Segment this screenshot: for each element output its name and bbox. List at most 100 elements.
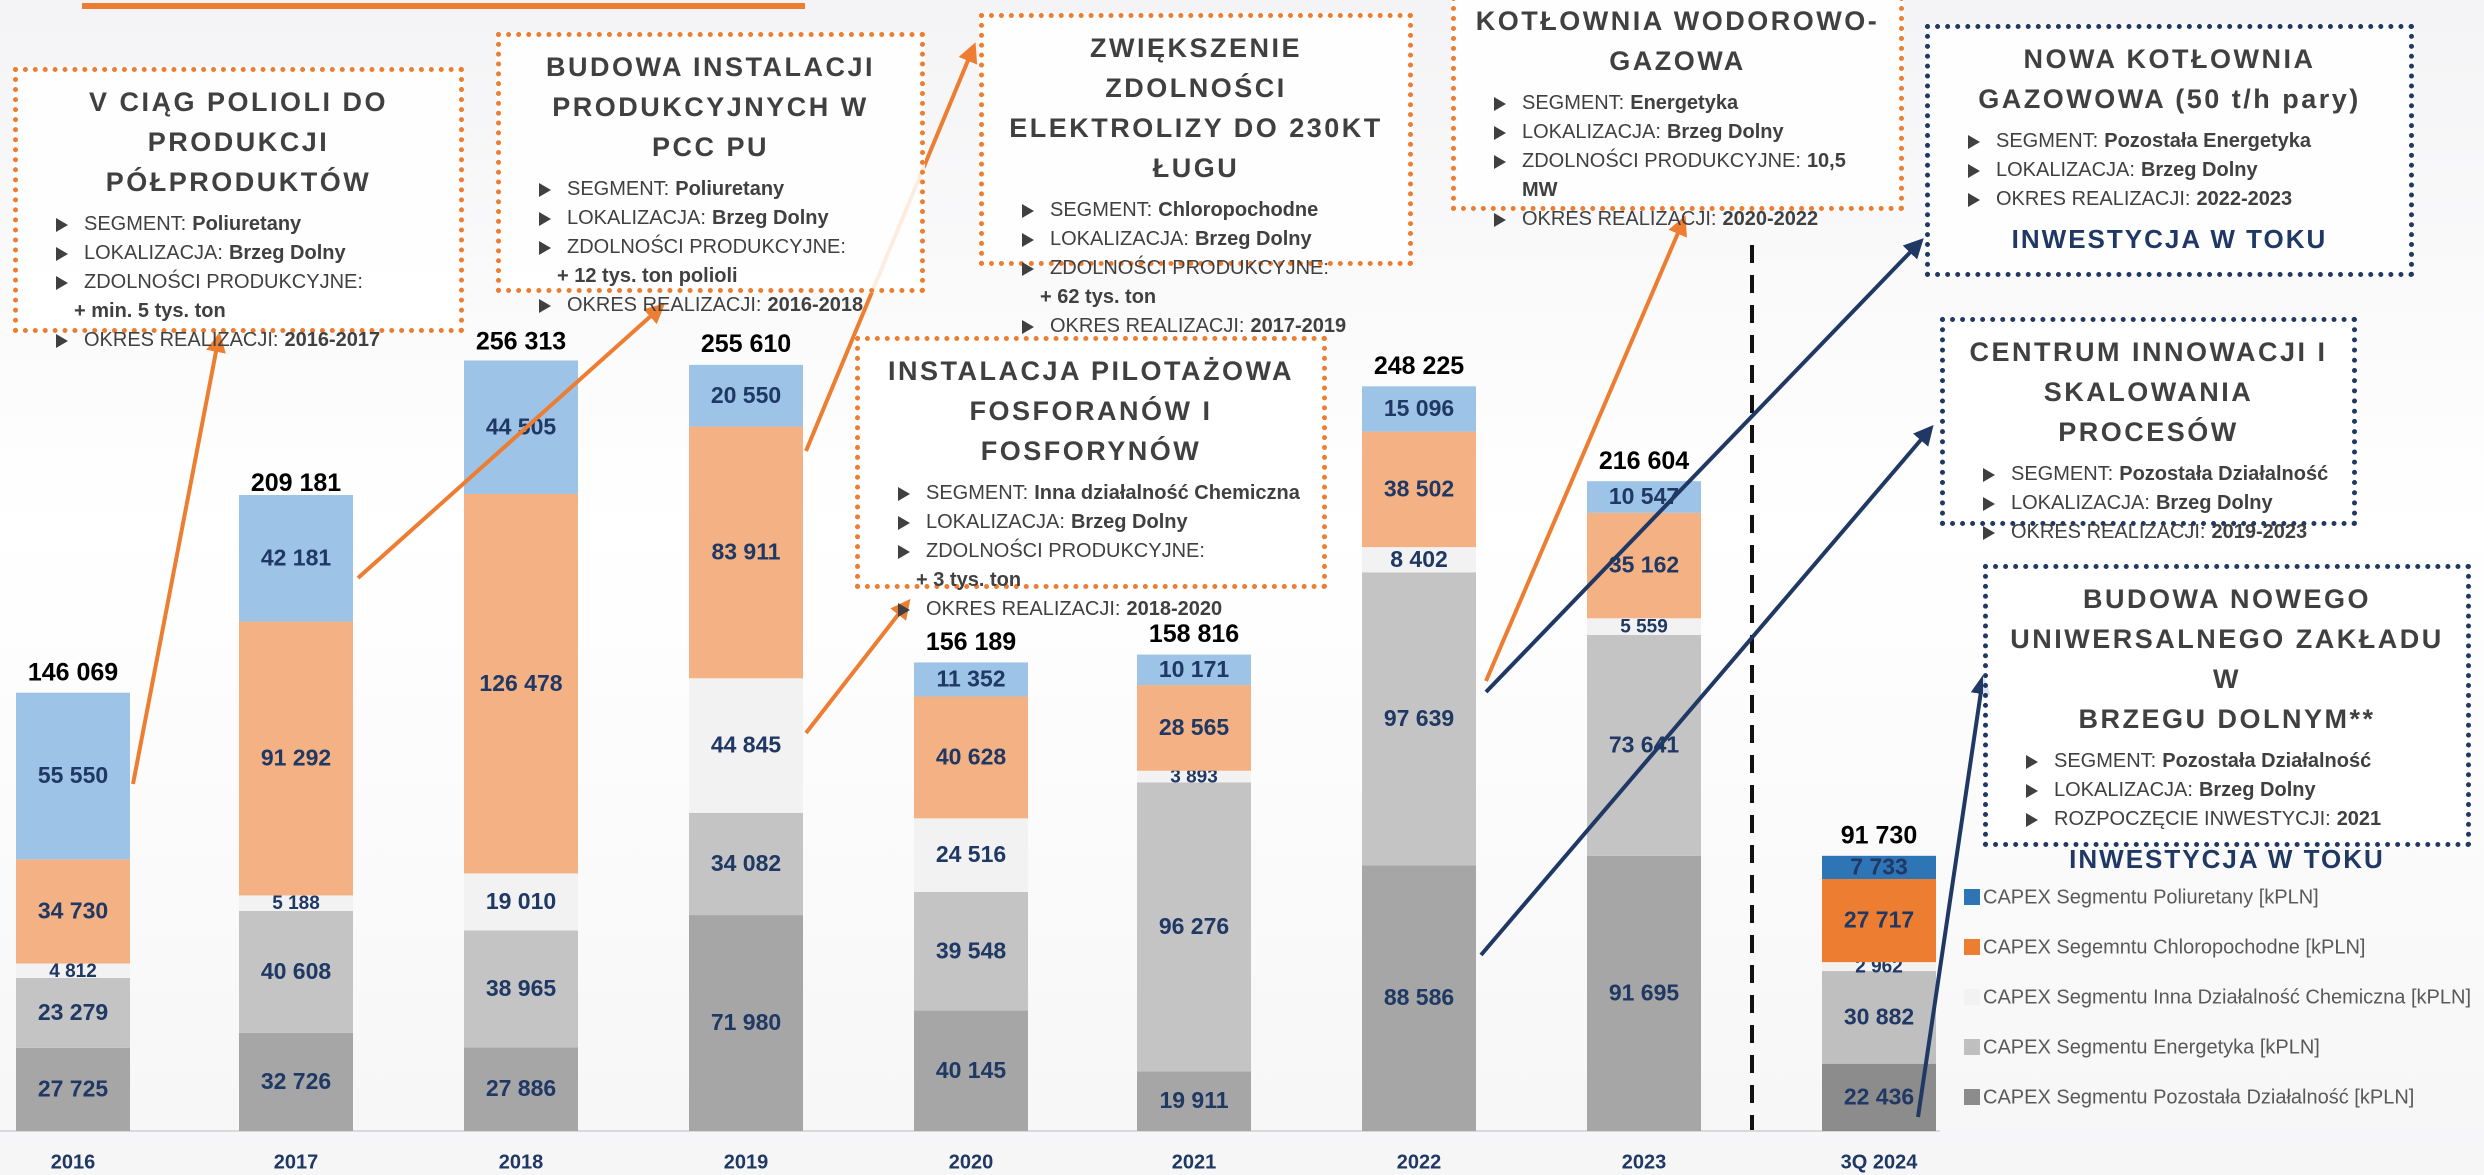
legend-label: CAPEX Segmentu Energetyka [kPLN] [1983,1036,2320,1058]
item-value: 2016-2018 [768,294,864,316]
total-label: 256 313 [476,328,566,356]
data-label: 126 478 [479,670,562,696]
item-value: 2019-2023 [2212,521,2308,543]
annotation-item: OKRES REALIZACJI:2016-2017 [48,326,443,355]
item-label: LOKALIZACJA: [1522,121,1661,143]
annotation-title: BUDOWA NOWEGO [2004,579,2450,619]
annotation-item: LOKALIZACJA:Brzeg Dolny [1975,489,2336,518]
item-value: Inna działalność Chemiczna [1034,482,1300,504]
annotation-item: LOKALIZACJA:Brzeg Dolny [890,508,1306,537]
item-label: LOKALIZACJA: [1050,228,1189,250]
annotation-item: ZDOLNOŚCI PRODUKCYJNE: [48,268,443,297]
annotation-box: BUDOWA NOWEGOUNIWERSALNEGO ZAKŁADU WBRZE… [1983,564,2471,847]
total-label: 255 610 [701,330,791,358]
item-label: SEGMENT: [1050,199,1152,221]
item-label: SEGMENT: [567,178,669,200]
data-label: 71 980 [711,1009,781,1035]
item-value: Chloropochodne [1158,199,1318,221]
item-label: LOKALIZACJA: [1996,159,2135,181]
item-label: OKRES REALIZACJI: [926,598,1121,620]
total-label: 156 189 [926,628,1016,656]
arrow [133,336,219,784]
annotation-status: INWESTYCJA W TOKU [1946,224,2393,255]
item-value: Brzeg Dolny [1667,121,1784,143]
arrow [1486,241,1921,692]
annotation-title: V CIĄG POLIOLI DO [34,82,443,122]
annotation-item: ROZPOCZĘCIE INWESTYCJI: 2021 [2018,805,2450,834]
page: 27 72523 2794 81234 73055 550146 0692016… [0,0,2484,1175]
annotation-item: OKRES REALIZACJI:2019-2023 [1975,518,2336,547]
item-value: Brzeg Dolny [229,242,346,264]
annotation-box: NOWA KOTŁOWNIAGAZOWOWA (50 t/h pary)SEGM… [1925,24,2414,277]
data-label: 27 725 [38,1075,109,1101]
annotation-title: CENTRUM INNOWACJI I [1961,332,2336,372]
data-label: 34 730 [38,898,108,924]
item-value: 2020-2022 [1723,208,1819,230]
item-label: SEGMENT: [2011,463,2113,485]
data-label: 40 608 [261,958,332,984]
annotation-title: INSTALACJA PILOTAŻOWA [876,351,1306,391]
data-label: 40 145 [936,1057,1007,1083]
annotation-title: GAZOWA [1472,41,1883,81]
x-tick-label: 2018 [499,1151,544,1173]
item-label: LOKALIZACJA: [2054,779,2193,801]
total-label: 209 181 [251,469,341,497]
annotation-item: OKRES REALIZACJI:2020-2022 [1486,205,1883,234]
item-value: Brzeg Dolny [712,207,829,229]
item-value: + 12 tys. ton polioli [557,265,738,287]
annotation-title: PRODUKCJI PÓŁPRODUKTÓW [34,122,443,202]
item-label: ZDOLNOŚCI PRODUKCYJNE: [926,540,1205,562]
data-label: 28 565 [1159,714,1230,740]
annotation-item: LOKALIZACJA: Brzeg Dolny [48,239,443,268]
item-label: SEGMENT: [1996,130,2098,152]
data-label: 27 886 [486,1075,556,1101]
legend-swatch [1964,1039,1980,1055]
item-value: Brzeg Dolny [2141,159,2258,181]
legend-label: CAPEX Segemntu Chloropochodne [kPLN] [1983,936,2365,958]
total-label: 216 604 [1599,447,1689,475]
annotation-item: SEGMENT:Inna działalność Chemiczna [890,479,1306,508]
data-label: 39 548 [936,937,1007,963]
annotation-item: ZDOLNOŚCI PRODUKCYJNE: [1014,254,1392,283]
data-label: 40 628 [936,744,1007,770]
data-label: 24 516 [936,841,1006,867]
item-value: Poliuretany [675,178,784,200]
data-label: 44 845 [711,732,782,758]
item-label: ZDOLNOŚCI PRODUKCYJNE: [1050,257,1329,279]
data-label: 8 402 [1390,546,1448,572]
annotation-title: BUDOWA INSTALACJI [517,47,904,87]
data-label: 30 882 [1844,1003,1914,1029]
annotation-item: SEGMENT:Pozostała Energetyka [1960,127,2393,156]
data-label: 38 502 [1384,475,1454,501]
annotation-item: ZDOLNOŚCI PRODUKCYJNE:10,5 MW [1486,147,1883,205]
item-value: 2021 [2337,808,2382,830]
data-label: 5 188 [272,893,320,914]
item-value: Energetyka [1630,92,1738,114]
x-tick-label: 2023 [1622,1151,1667,1173]
annotation-item: LOKALIZACJA:Brzeg Dolny [2018,776,2450,805]
annotation-title: GAZOWOWA (50 t/h pary) [1946,79,2393,119]
item-value: Pozostała Działalność [2119,463,2328,485]
item-label: SEGMENT: [84,213,186,235]
legend-label: CAPEX Segmentu Inna Działalność Chemiczn… [1983,986,2471,1008]
annotation-title: SKALOWANIA PROCESÓW [1961,372,2336,452]
annotation-item: SEGMENT:Energetyka [1486,89,1883,118]
annotation-item: OKRES REALIZACJI:2018-2020 [890,595,1306,624]
annotation-item: OKRES REALIZACJI:2016-2018 [531,291,904,320]
item-label: ROZPOCZĘCIE INWESTYCJI: [2054,808,2331,830]
annotation-item: OKRES REALIZACJI:2022-2023 [1960,185,2393,214]
annotation-item: SEGMENT: Pozostała Działalność [1975,460,2336,489]
item-value: Pozostała Działalność [2162,750,2371,772]
item-label: OKRES REALIZACJI: [84,329,279,351]
annotation-title: UNIWERSALNEGO ZAKŁADU W [2004,619,2450,699]
annotation-item: LOKALIZACJA: Brzeg Dolny [1960,156,2393,185]
x-tick-label: 2021 [1172,1151,1217,1173]
total-label: 248 225 [1374,352,1464,380]
item-label: LOKALIZACJA: [84,242,223,264]
item-label: LOKALIZACJA: [567,207,706,229]
x-tick-label: 2020 [949,1151,994,1173]
data-label: 19 911 [1159,1087,1228,1113]
